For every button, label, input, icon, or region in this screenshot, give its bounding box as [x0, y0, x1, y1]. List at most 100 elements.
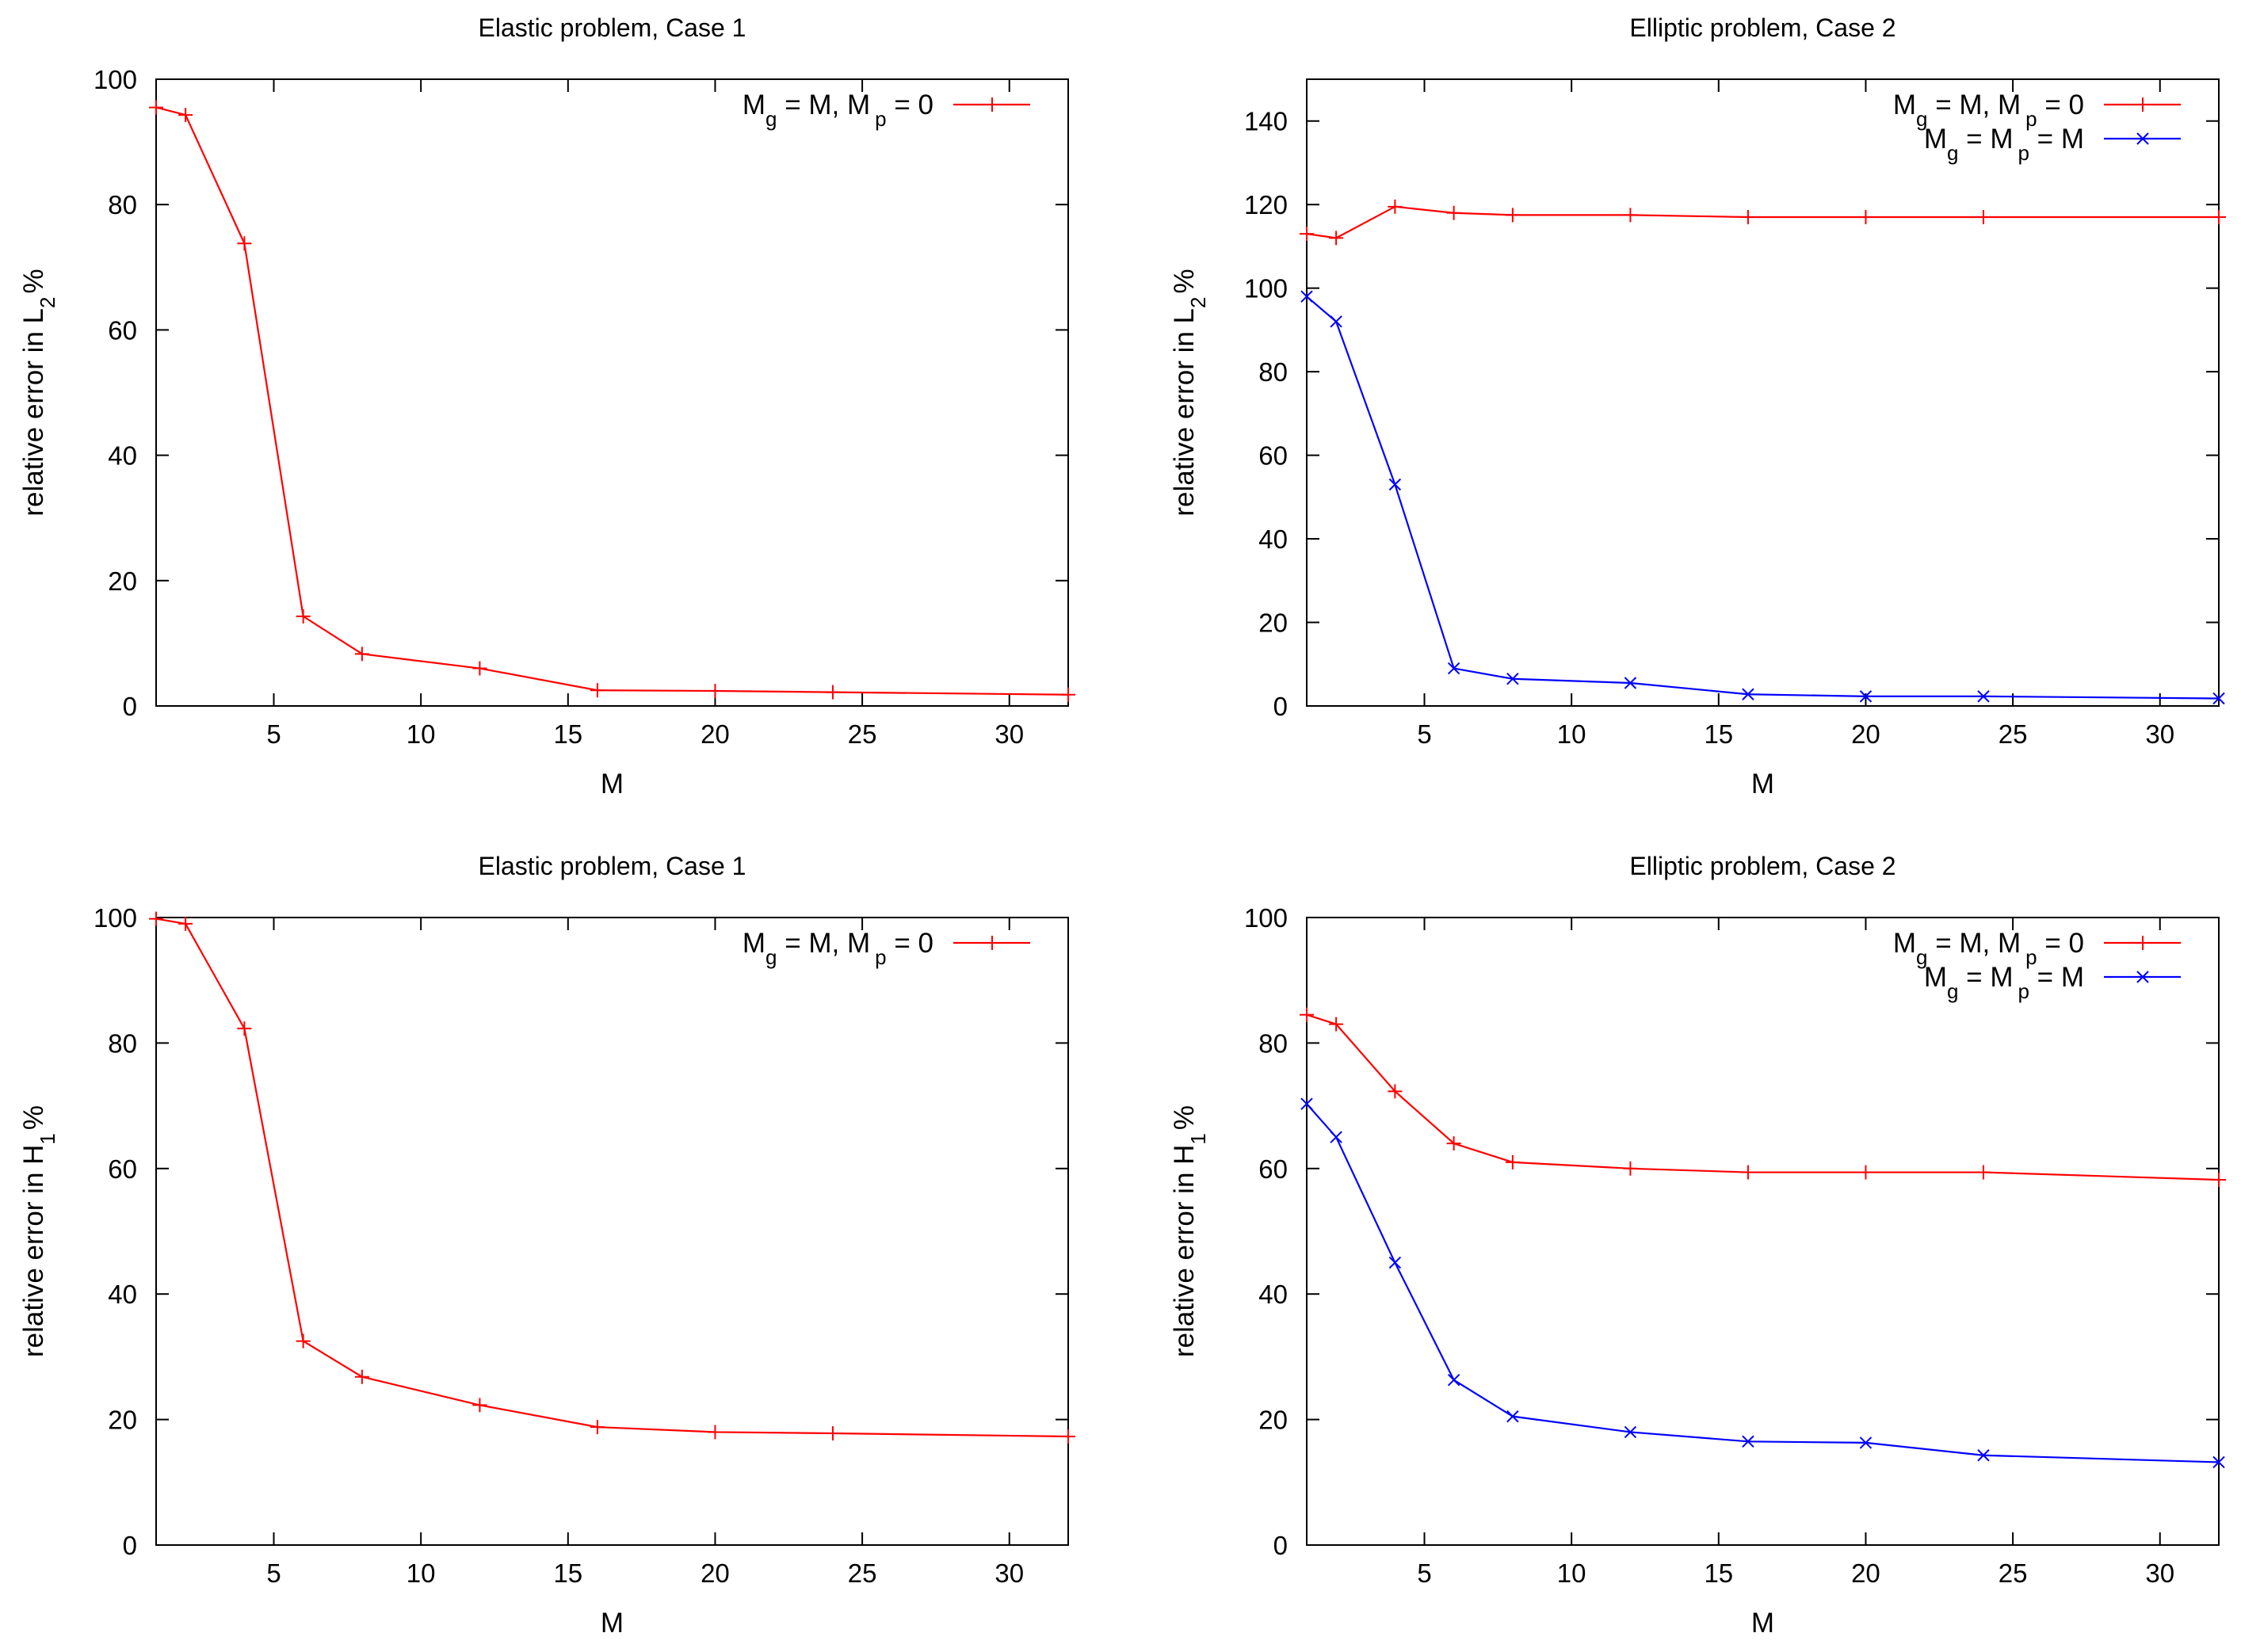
x-tick-label: 25 [1999, 1559, 2028, 1588]
chart-title: Elliptic problem, Case 2 [1629, 852, 1895, 880]
plot-frame [155, 917, 1069, 1546]
data-point-red [2212, 210, 2226, 225]
data-point-blue [1977, 1449, 1990, 1462]
data-point-red [1623, 1161, 1638, 1176]
y-tick-label: 20 [1258, 1406, 1288, 1435]
y-tick-label: 80 [1258, 357, 1288, 387]
x-axis-label: M [601, 769, 624, 799]
legend-swatch-marker [2136, 936, 2150, 950]
y-tick-label: 20 [108, 567, 137, 596]
y-tick-label: 0 [123, 1531, 137, 1560]
data-point-red [1446, 1136, 1461, 1151]
legend-swatch-marker [985, 97, 999, 112]
data-point-red [149, 100, 163, 115]
legend-swatch-marker [2136, 97, 2150, 112]
y-tick-label: 40 [108, 1280, 137, 1309]
y-tick-label: 100 [94, 65, 137, 94]
chart-panel-2: Elliptic problem, Case 2 5 10 15 20 25 30 0 20 40… [1169, 13, 2226, 799]
y-tick-label: 80 [1258, 1028, 1288, 1058]
x-tick-label: 20 [701, 1559, 730, 1588]
x-tick-label: 30 [995, 1559, 1024, 1588]
x-tick-label: 20 [1851, 1559, 1880, 1588]
data-point-blue [1447, 1373, 1460, 1387]
y-tick-label: 60 [1258, 441, 1288, 471]
y-axis-label: relative error in L2% [18, 269, 59, 516]
data-point-blue [2212, 1456, 2225, 1469]
data-point-red [149, 911, 163, 926]
y-tick-label: 40 [1258, 525, 1288, 554]
y-tick-label: 20 [1258, 609, 1288, 638]
data-point-red [237, 236, 252, 251]
x-axis-label: M [1751, 1608, 1774, 1639]
y-axis-label: relative error in H1% [18, 1105, 59, 1357]
data-point-blue [1506, 673, 1519, 685]
data-point-blue [1742, 688, 1754, 700]
data-point-red [1388, 1084, 1403, 1099]
y-axis-label: relative error in L2% [1169, 269, 1210, 516]
data-point-red [708, 684, 723, 699]
data-point-red [1329, 231, 1344, 246]
x-tick-label: 20 [701, 719, 730, 749]
series-line-1 [155, 918, 1069, 1438]
data-point-red [1329, 1017, 1344, 1032]
plot-frame [155, 78, 1069, 707]
y-tick-label: 60 [108, 1154, 137, 1184]
chart-panel-3: Elastic problem, Case 1 5 10 15 20 25 30 0 20 40 6… [18, 852, 1075, 1639]
data-point-red [237, 1021, 252, 1036]
chart-title: Elliptic problem, Case 2 [1629, 13, 1895, 42]
y-tick-label: 60 [1258, 1154, 1288, 1184]
x-axis-label: M [601, 1608, 624, 1639]
x-tick-label: 15 [553, 1559, 582, 1588]
data-point-red [1300, 1007, 1314, 1022]
data-point-red [1300, 227, 1314, 242]
x-tick-label: 5 [1417, 1559, 1431, 1588]
x-tick-label: 10 [1557, 719, 1586, 749]
data-point-red [1505, 208, 1520, 223]
data-point-blue [1330, 1131, 1342, 1143]
data-point-red [1740, 1165, 1755, 1180]
y-tick-label: 0 [1273, 692, 1288, 721]
y-tick-label: 40 [108, 441, 137, 471]
data-point-red [1446, 205, 1461, 220]
data-point-red [1976, 210, 1991, 225]
y-axis-label: relative error in H1% [1169, 1105, 1210, 1357]
data-point-red [296, 1333, 311, 1349]
y-tick-label: 120 [1244, 190, 1288, 219]
data-point-blue [1624, 677, 1637, 689]
series-line-1 [155, 106, 1069, 696]
x-tick-label: 15 [553, 719, 582, 749]
chart-panel-4: Elliptic problem, Case 2 5 10 15 20 25 30 0 20 40… [1169, 852, 2226, 1639]
data-point-red [1976, 1165, 1991, 1180]
legend-swatch-marker [985, 936, 999, 950]
x-axis-label: M [1751, 769, 1774, 799]
plot-frame [1306, 917, 2220, 1546]
data-point-red [1623, 208, 1638, 223]
y-tick-label: 0 [123, 692, 137, 721]
data-point-red [1858, 210, 1873, 225]
data-point-blue [1300, 1097, 1313, 1110]
y-tick-label: 100 [1244, 274, 1288, 303]
x-tick-label: 5 [266, 719, 281, 749]
data-point-red [178, 916, 193, 931]
data-point-red [2212, 1173, 2226, 1188]
data-point-red [1505, 1154, 1520, 1169]
series-line-2 [1306, 1103, 2220, 1463]
data-point-blue [1447, 662, 1460, 675]
data-point-blue [1506, 1410, 1519, 1423]
data-point-blue [1859, 690, 1873, 703]
data-point-blue [1859, 1436, 1873, 1449]
x-tick-label: 10 [407, 1559, 436, 1588]
y-tick-label: 20 [108, 1406, 137, 1435]
data-point-red [472, 661, 487, 676]
chart-title: Elastic problem, Case 1 [479, 13, 746, 42]
chart-title: Elastic problem, Case 1 [479, 852, 746, 880]
x-tick-label: 15 [1704, 1559, 1733, 1588]
data-point-red [472, 1398, 487, 1413]
